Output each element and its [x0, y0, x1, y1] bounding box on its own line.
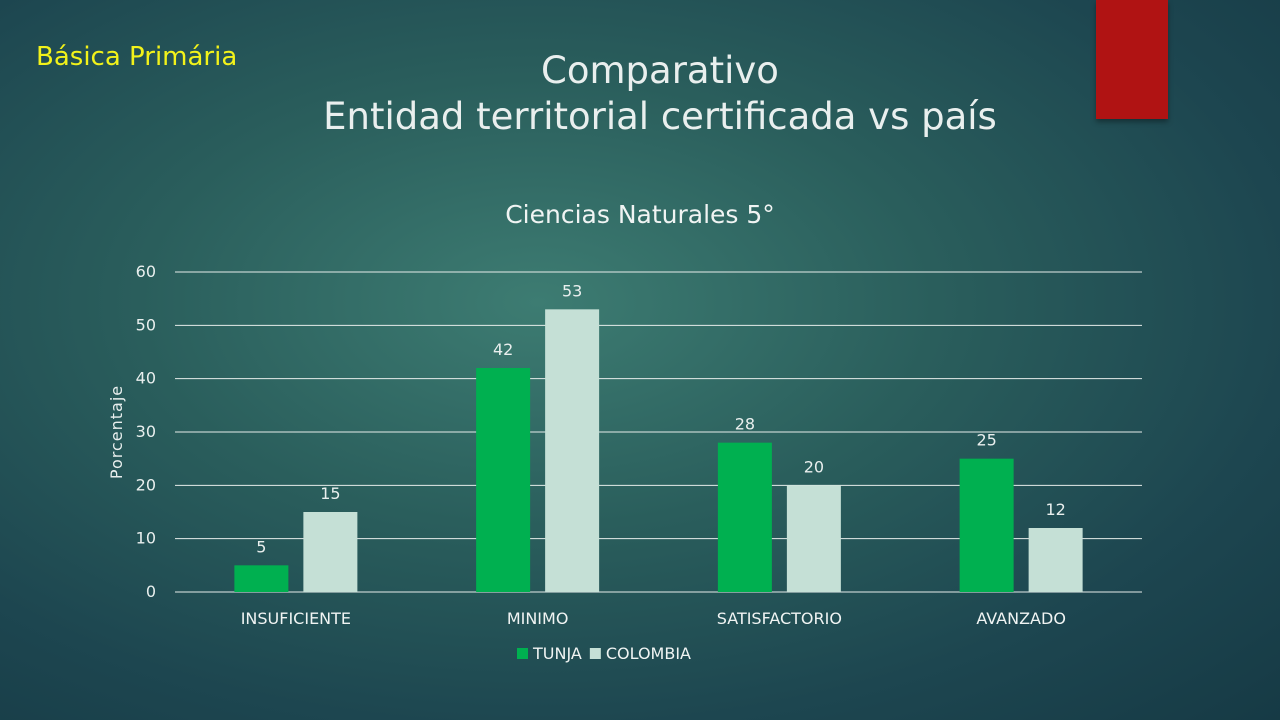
y-axis-label: Porcentaje [107, 385, 126, 479]
x-tick-label: INSUFICIENTE [241, 609, 351, 628]
bar-tunja [959, 458, 1014, 592]
data-label: 15 [320, 484, 340, 503]
section-label: Básica Primária [36, 42, 238, 72]
y-tick-label: 0 [146, 582, 156, 601]
y-tick-label: 50 [136, 315, 156, 334]
x-tick-label: SATISFACTORIO [717, 609, 842, 628]
legend-label-tunja: TUNJA [532, 644, 582, 663]
x-tick-label: MINIMO [507, 609, 569, 628]
bar-tunja [476, 368, 531, 592]
chart-title: Ciencias Naturales 5° [505, 200, 775, 229]
y-tick-label: 40 [136, 369, 156, 388]
bar-colombia [545, 309, 600, 592]
bar-colombia [303, 512, 358, 592]
bar-colombia [1028, 528, 1083, 592]
data-label: 12 [1045, 500, 1065, 519]
data-label: 28 [735, 415, 755, 434]
bar-tunja [717, 442, 772, 592]
y-tick-label: 20 [136, 475, 156, 494]
red-accent-bar [1096, 0, 1168, 119]
data-label: 53 [562, 281, 582, 300]
y-tick-label: 10 [136, 529, 156, 548]
data-label: 5 [256, 537, 266, 556]
x-tick-label: AVANZADO [976, 609, 1066, 628]
slide-title-line-1: Comparativo [541, 49, 779, 92]
slide-title-line-2: Entidad territorial certificada vs país [323, 95, 997, 138]
data-label: 25 [976, 431, 996, 450]
data-label: 42 [493, 340, 513, 359]
bar-tunja [234, 565, 289, 592]
bar-colombia [786, 485, 841, 592]
legend-swatch-colombia [589, 648, 601, 659]
legend-label-colombia: COLOMBIA [606, 644, 691, 663]
data-label: 20 [804, 457, 824, 476]
legend-swatch-tunja [517, 648, 528, 659]
y-tick-label: 30 [136, 422, 156, 441]
y-tick-label: 60 [136, 262, 156, 281]
slide-title: Comparativo Entidad territorial certific… [0, 48, 1280, 140]
